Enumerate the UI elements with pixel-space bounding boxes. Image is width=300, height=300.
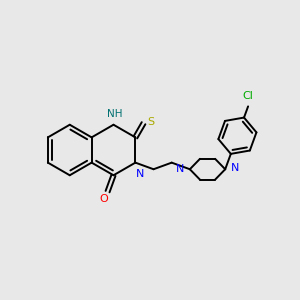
Text: N: N	[136, 169, 144, 178]
Text: O: O	[100, 194, 108, 204]
Text: NH: NH	[107, 110, 123, 119]
Text: Cl: Cl	[243, 91, 254, 101]
Text: S: S	[147, 117, 154, 127]
Text: N: N	[231, 163, 239, 173]
Text: N: N	[176, 164, 184, 174]
